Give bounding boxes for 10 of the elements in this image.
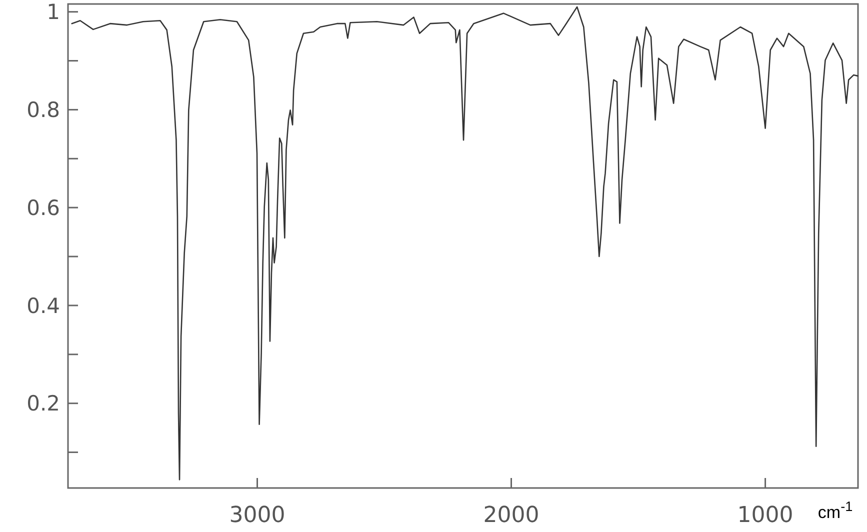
y-tick-label: 0.8 (26, 98, 60, 122)
line-series (71, 6, 858, 480)
x-axis-title: cm$^{-1}$ (818, 498, 853, 522)
y-tick-label: 0.2 (26, 392, 60, 416)
x-tick-label: 1000 (737, 503, 794, 528)
x-tick-label: 3000 (229, 503, 286, 528)
y-tick-label: 0.4 (26, 294, 60, 318)
y-tick-label: 0.6 (26, 196, 60, 220)
y-tick-label: 1 (46, 0, 60, 24)
x-tick-label: 2000 (483, 503, 540, 528)
